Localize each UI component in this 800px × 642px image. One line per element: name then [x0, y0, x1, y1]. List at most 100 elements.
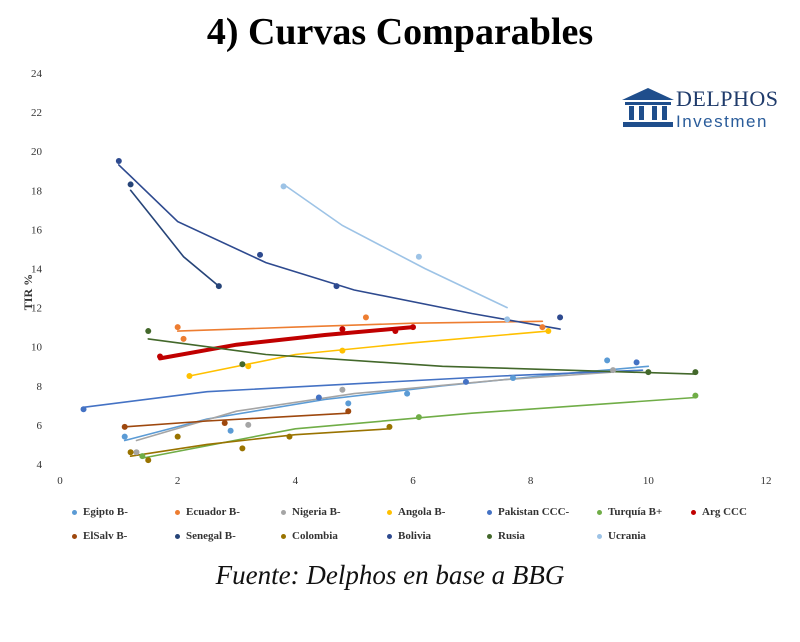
trendline-arg-ccc: [158, 325, 415, 361]
legend-marker: [597, 509, 602, 515]
y-tick-label: 8: [37, 381, 43, 393]
data-point-rusia: [145, 328, 152, 335]
data-point-bolivia: [557, 314, 564, 321]
y-tick-label: 10: [31, 342, 43, 354]
x-tick-label: 8: [528, 475, 534, 487]
chart-legend: Egipto B- Ecuador B- Nigeria B- Angola B- Pa…: [72, 506, 782, 554]
legend-item: Colombia: [281, 530, 338, 542]
data-point-ucrania: [280, 183, 287, 190]
legend-marker: [175, 533, 180, 539]
legend-label: Colombia: [292, 530, 338, 542]
legend-marker: [387, 533, 392, 539]
legend-label: Angola B-: [398, 506, 446, 518]
data-point-bolivia: [115, 157, 122, 164]
data-point-colombia: [174, 433, 181, 440]
trendline-elsalv-b-: [123, 412, 350, 428]
trendline-senegal-b-: [129, 189, 220, 287]
y-tick-label: 6: [37, 420, 43, 432]
data-point-arg-ccc: [339, 326, 346, 333]
data-point-egipto-b-: [510, 374, 517, 381]
data-point-nigeria-b-: [133, 449, 140, 456]
legend-marker: [691, 509, 696, 515]
legend-item: Ucrania: [597, 530, 646, 542]
legend-item: Rusia: [487, 530, 525, 542]
x-tick-label: 12: [761, 475, 772, 487]
legend-label: Ucrania: [608, 530, 646, 542]
trendline-turqu-a-b-: [141, 396, 697, 459]
legend-label: Pakistan CCC-: [498, 506, 570, 518]
legend-label: Senegal B-: [186, 530, 236, 542]
chart-title: 4) Curvas Comparables: [206, 11, 594, 53]
legend-item: Nigeria B-: [281, 506, 341, 518]
legend-label: Rusia: [498, 530, 525, 542]
trendline-angola-b-: [188, 330, 550, 377]
y-axis-label: TIR %: [21, 274, 35, 310]
data-point-egipto-b-: [121, 433, 128, 440]
trendline-ucrania: [282, 183, 508, 309]
data-point-colombia: [286, 433, 293, 440]
data-point-nigeria-b-: [610, 367, 617, 374]
data-point-elsalv-b-: [345, 408, 352, 415]
source-note: Fuente: Delphos en base a BBG: [215, 560, 565, 590]
legend-label: Egipto B-: [83, 506, 128, 518]
legend-marker: [175, 509, 180, 515]
data-point-bolivia: [333, 283, 340, 290]
legend-marker: [281, 533, 286, 539]
legend-item: Ecuador B-: [175, 506, 240, 518]
legend-label: Nigeria B-: [292, 506, 341, 518]
legend-label: Turquía B+: [608, 506, 663, 518]
data-point-turqu-a-b-: [415, 414, 422, 421]
legend-marker: [387, 509, 392, 515]
data-point-egipto-b-: [227, 427, 234, 434]
x-tick-label: 0: [57, 475, 63, 487]
legend-row: ElSalv B- Senegal B- Colombia Bolivia Rusia U…: [72, 530, 782, 554]
legend-item: Bolivia: [387, 530, 431, 542]
data-point-arg-ccc: [410, 324, 416, 331]
data-point-senegal-b-: [127, 181, 134, 188]
data-point-turqu-a-b-: [139, 453, 146, 460]
logo-name: DELPHOS: [676, 86, 779, 111]
data-point-angola-b-: [245, 363, 252, 370]
y-tick-label: 18: [31, 185, 43, 197]
legend-label: Ecuador B-: [186, 506, 240, 518]
trendline-pakistan-ccc-: [82, 369, 644, 409]
legend-marker: [487, 509, 492, 515]
trendline-bolivia: [118, 164, 561, 330]
data-point-senegal-b-: [215, 283, 222, 290]
x-tick-label: 10: [643, 475, 655, 487]
legend-marker: [72, 509, 77, 515]
y-tick-label: 20: [31, 146, 43, 158]
legend-row: Egipto B- Ecuador B- Nigeria B- Angola B- Pa…: [72, 506, 782, 530]
legend-item: Egipto B-: [72, 506, 128, 518]
data-point-pakistan-ccc-: [315, 394, 322, 401]
x-tick-label: 6: [410, 475, 416, 487]
legend-label: ElSalv B-: [83, 530, 128, 542]
trendline-colombia: [129, 428, 391, 457]
legend-marker: [72, 533, 77, 539]
legend-item: ElSalv B-: [72, 530, 127, 542]
data-point-elsalv-b-: [221, 419, 228, 426]
data-point-ucrania: [504, 316, 511, 323]
legend-marker: [281, 509, 286, 515]
data-point-rusia: [239, 361, 246, 368]
data-point-egipto-b-: [404, 390, 411, 397]
data-point-angola-b-: [545, 328, 552, 335]
y-tick-label: 14: [31, 264, 43, 276]
bank-building-icon: [622, 88, 674, 127]
x-tick-label: 4: [293, 475, 299, 487]
y-tick-label: 24: [31, 68, 43, 80]
data-point-ecuador-b-: [174, 324, 181, 331]
legend-marker: [487, 533, 492, 539]
delphos-logo: [618, 84, 780, 134]
legend-item: Turquía B+: [597, 506, 662, 518]
data-point-pakistan-ccc-: [80, 406, 87, 413]
data-point-elsalv-b-: [121, 423, 128, 430]
logo-subtitle: Investmen: [676, 112, 768, 131]
legend-label: Arg CCC: [702, 506, 747, 518]
data-point-turqu-a-b-: [692, 392, 699, 399]
data-point-ecuador-b-: [362, 314, 369, 321]
data-point-colombia: [239, 445, 246, 452]
y-tick-label: 16: [31, 224, 43, 236]
data-point-ecuador-b-: [539, 324, 546, 331]
